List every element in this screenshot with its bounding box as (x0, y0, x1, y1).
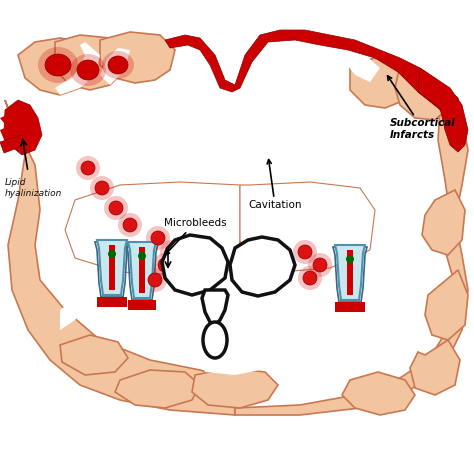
Polygon shape (65, 182, 240, 275)
Polygon shape (240, 182, 375, 272)
Ellipse shape (102, 51, 134, 79)
Ellipse shape (168, 256, 192, 280)
Polygon shape (190, 35, 270, 92)
Ellipse shape (160, 240, 184, 264)
Polygon shape (300, 355, 365, 378)
Ellipse shape (293, 240, 317, 264)
Polygon shape (109, 245, 115, 290)
Ellipse shape (153, 253, 177, 277)
Polygon shape (5, 100, 235, 415)
Ellipse shape (90, 176, 114, 200)
Text: Subcortical
Infarcts: Subcortical Infarcts (388, 76, 456, 140)
Ellipse shape (81, 161, 95, 175)
Ellipse shape (303, 271, 317, 285)
Polygon shape (335, 302, 365, 312)
Ellipse shape (138, 252, 146, 260)
Polygon shape (395, 65, 448, 120)
Polygon shape (97, 240, 127, 295)
Polygon shape (410, 340, 460, 395)
Polygon shape (235, 108, 468, 415)
Ellipse shape (76, 156, 100, 180)
Ellipse shape (346, 255, 354, 263)
Text: Microbleeds: Microbleeds (164, 218, 226, 255)
Ellipse shape (165, 245, 179, 259)
Polygon shape (162, 235, 228, 295)
Ellipse shape (109, 201, 123, 215)
Polygon shape (18, 38, 100, 95)
Ellipse shape (148, 273, 162, 287)
Polygon shape (139, 247, 145, 293)
Polygon shape (422, 190, 465, 255)
Polygon shape (335, 245, 365, 300)
Polygon shape (418, 68, 468, 152)
Polygon shape (97, 297, 127, 307)
Polygon shape (100, 32, 175, 83)
Text: Lipid
hyalinization: Lipid hyalinization (5, 178, 63, 198)
Polygon shape (230, 237, 295, 296)
Ellipse shape (203, 322, 227, 358)
Polygon shape (192, 368, 278, 408)
Polygon shape (425, 270, 468, 340)
Polygon shape (0, 122, 24, 142)
Ellipse shape (70, 54, 106, 86)
Ellipse shape (108, 56, 128, 74)
Text: Cavitation: Cavitation (248, 160, 302, 210)
Ellipse shape (298, 266, 322, 290)
Ellipse shape (173, 261, 187, 275)
Polygon shape (128, 242, 156, 298)
Ellipse shape (104, 196, 128, 220)
Polygon shape (345, 50, 380, 82)
Polygon shape (55, 35, 130, 90)
Ellipse shape (45, 54, 71, 76)
Ellipse shape (146, 226, 170, 250)
Ellipse shape (123, 218, 137, 232)
Polygon shape (60, 335, 128, 375)
Ellipse shape (298, 245, 312, 259)
Polygon shape (350, 58, 415, 108)
Polygon shape (347, 250, 353, 295)
Ellipse shape (158, 258, 172, 272)
Polygon shape (202, 290, 228, 325)
Polygon shape (4, 100, 42, 155)
Polygon shape (0, 135, 25, 153)
Ellipse shape (108, 250, 116, 258)
Polygon shape (55, 42, 100, 95)
Ellipse shape (95, 181, 109, 195)
Ellipse shape (308, 253, 332, 277)
Ellipse shape (143, 268, 167, 292)
Ellipse shape (313, 258, 327, 272)
Polygon shape (200, 355, 270, 375)
Polygon shape (100, 48, 130, 85)
Ellipse shape (151, 231, 165, 245)
Polygon shape (342, 372, 415, 415)
Polygon shape (0, 110, 22, 128)
Ellipse shape (118, 213, 142, 237)
Polygon shape (128, 300, 156, 310)
Polygon shape (350, 270, 390, 305)
Ellipse shape (77, 60, 99, 80)
Polygon shape (165, 30, 462, 125)
Ellipse shape (38, 47, 78, 83)
Polygon shape (60, 285, 100, 330)
Polygon shape (115, 370, 200, 408)
